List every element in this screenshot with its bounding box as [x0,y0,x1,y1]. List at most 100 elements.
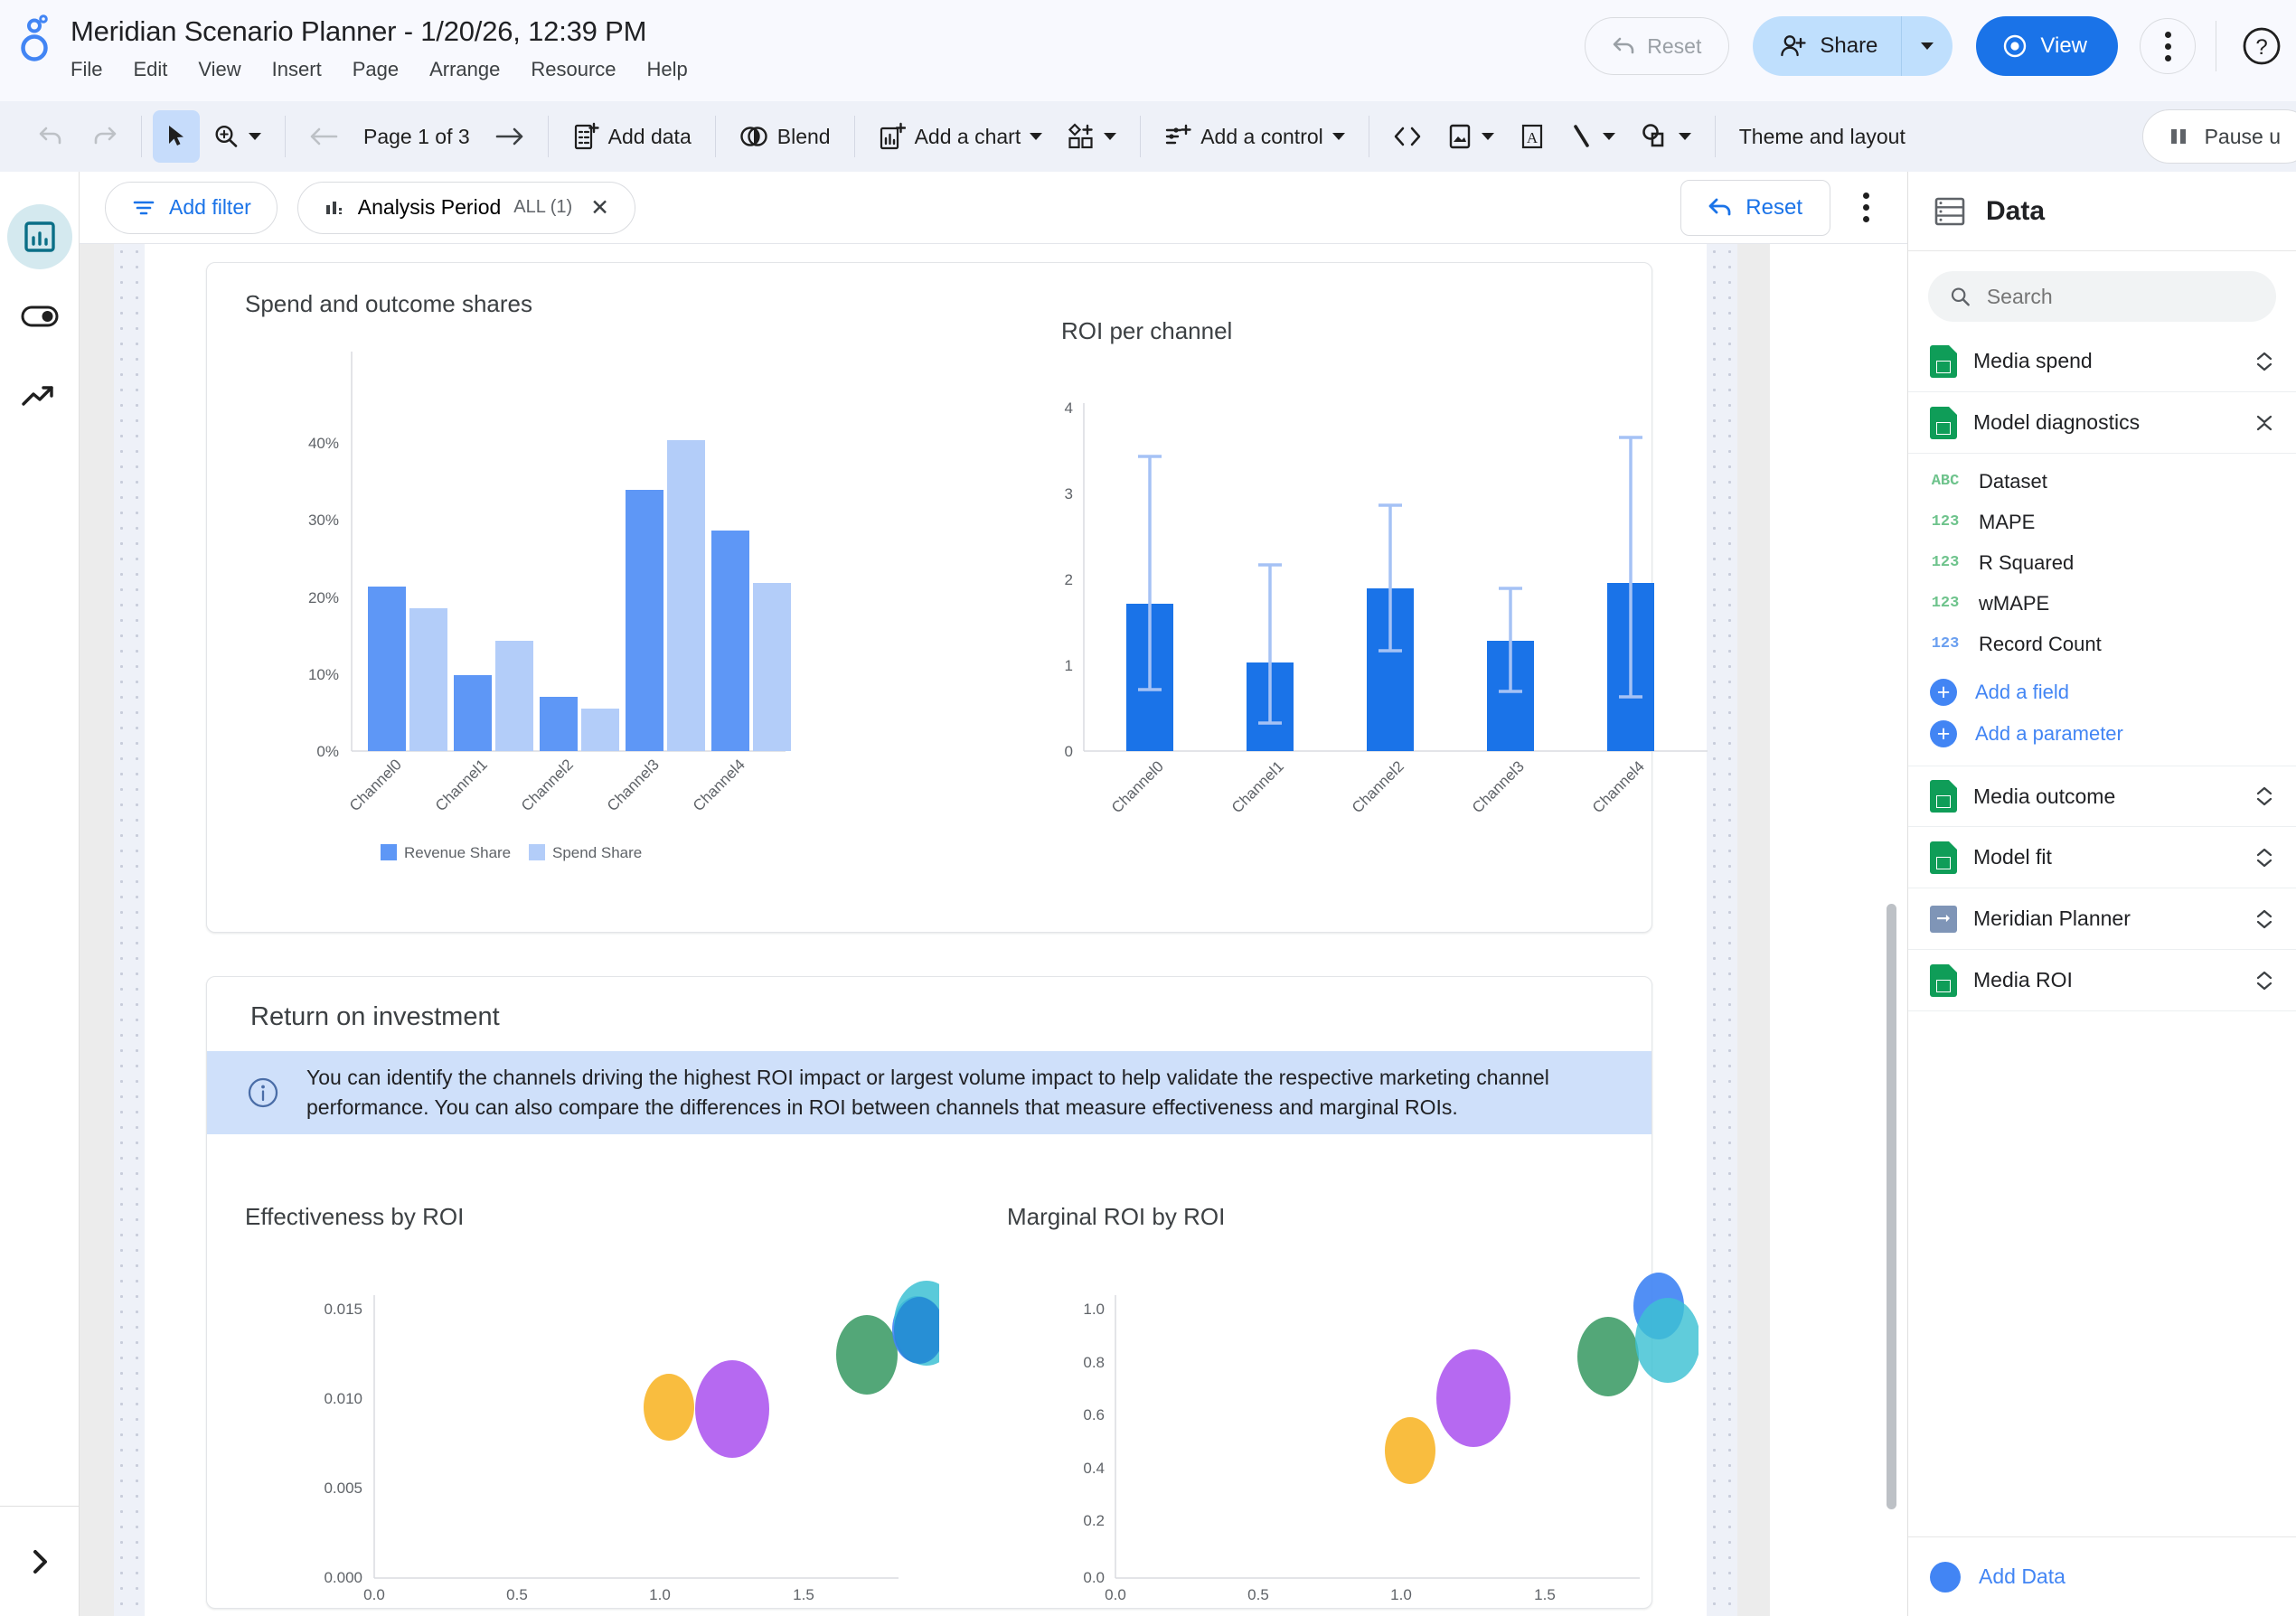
select-tool-button[interactable] [153,110,200,163]
svg-text:0.2: 0.2 [1083,1512,1105,1529]
bubble-channel1 [1385,1417,1435,1484]
return-on-investment-card[interactable]: Return on investment You can identify th… [206,976,1698,1609]
filter-more-options-button[interactable] [1850,193,1882,222]
expand-collapse-icon[interactable] [2254,411,2274,435]
add-control-button[interactable]: Add a control [1152,110,1358,163]
add-parameter-button[interactable]: + Add a parameter [1908,713,2296,755]
add-filter-button[interactable]: Add filter [105,181,278,234]
chart-marginal-roi-by-roi[interactable]: 1.0 0.8 0.6 0.4 0.2 0.0 0.0 0.5 1.0 1.5 [984,1239,1698,1616]
menu-item-view[interactable]: View [198,58,241,80]
menu-item-help[interactable]: Help [646,58,688,80]
info-banner: You can identify the channels driving th… [207,1051,1651,1134]
search-input[interactable] [1986,284,2254,309]
data-search-box[interactable] [1928,271,2276,322]
svg-text:0.5: 0.5 [1247,1586,1269,1603]
svg-text:Spend Share: Spend Share [552,844,642,861]
expand-panel-button[interactable] [0,1506,80,1616]
filter-reset-button[interactable]: Reset [1680,179,1830,236]
field-type-icon: 123 [1931,554,1960,571]
data-source-meridian-planner[interactable]: ➞ Meridian Planner [1908,888,2296,950]
expand-collapse-icon[interactable] [2254,785,2274,808]
eye-icon [2004,34,2027,58]
more-options-button[interactable] [2140,18,2196,74]
next-page-button[interactable] [483,110,537,163]
view-button[interactable]: View [1976,16,2118,76]
chart-spend-outcome-shares[interactable]: 0% 10% 20% 30% 40% Channel0 Channel1 C [225,326,912,914]
data-source-media-spend[interactable]: Media spend [1908,331,2296,392]
field-dataset[interactable]: ABC Dataset [1908,461,2296,502]
menu-item-arrange[interactable]: Arrange [429,58,501,80]
menu-item-edit[interactable]: Edit [133,58,168,80]
canvas-vertical-scrollbar[interactable] [1887,904,1896,1509]
data-source-model-diagnostics[interactable]: Model diagnostics [1908,392,2296,454]
redo-icon [94,127,117,145]
filter-chip-label: Analysis Period [357,195,502,219]
svg-text:Channel1: Channel1 [432,756,491,814]
bubble-channel0 [1577,1317,1639,1396]
theme-layout-button[interactable]: Theme and layout [1727,110,1918,163]
chart-effectiveness-by-roi[interactable]: 0.015 0.010 0.005 0.000 0.0 0.5 1.0 1.5 [225,1239,939,1616]
shape-tool-button[interactable] [1628,110,1704,163]
share-button[interactable]: Share [1753,16,1901,76]
add-field-button[interactable]: + Add a field [1908,672,2296,713]
rail-item-trend[interactable] [7,363,72,428]
insert-image-button[interactable] [1435,110,1507,163]
redo-button[interactable] [78,110,130,163]
field-record-count[interactable]: 123 Record Count [1908,624,2296,664]
line-tool-button[interactable] [1557,110,1628,163]
share-dropdown-button[interactable] [1902,16,1953,76]
close-icon[interactable]: ✕ [590,194,610,221]
svg-text:Channel0: Channel0 [1108,757,1167,816]
rail-item-toggle[interactable] [7,284,72,349]
field-wmape[interactable]: 123 wMAPE [1908,583,2296,624]
previous-page-button[interactable] [296,110,351,163]
page-indicator[interactable]: Page 1 of 3 [351,110,483,163]
chevron-down-icon [249,133,261,140]
reset-button[interactable]: Reset [1585,17,1730,75]
expand-collapse-icon[interactable] [2254,350,2274,373]
chart-title-effectiveness-by-roi: Effectiveness by ROI [245,1203,465,1230]
divider [547,116,549,157]
menu-item-resource[interactable]: Resource [531,58,616,80]
data-icon [1934,197,1965,225]
add-filter-label: Add filter [169,195,251,219]
trending-up-icon [21,386,53,406]
menu-item-insert[interactable]: Insert [271,58,322,80]
menu-bar: File Edit View Insert Page Arrange Resou… [71,57,688,82]
expand-collapse-icon[interactable] [2254,907,2274,931]
blend-button[interactable]: Blend [727,110,843,163]
expand-collapse-icon[interactable] [2254,969,2274,992]
svg-text:Channel2: Channel2 [1349,757,1407,816]
zoom-tool-button[interactable] [200,110,274,163]
data-source-label: Media spend [1973,349,2093,372]
embed-code-button[interactable] [1380,110,1435,163]
add-component-button[interactable] [1055,110,1129,163]
svg-text:Channel4: Channel4 [1589,757,1648,816]
expand-collapse-icon[interactable] [2254,846,2274,869]
data-source-media-roi[interactable]: Media ROI [1908,950,2296,1011]
menu-item-file[interactable]: File [71,58,103,80]
chart-roi-per-channel[interactable]: 0 1 2 3 4 [1021,353,1762,914]
pause-updates-button[interactable]: Pause u [2141,109,2296,164]
svg-text:1.0: 1.0 [1390,1586,1412,1603]
charts-card-top[interactable]: Spend and outcome shares 0% 10% 20% 30% … [206,262,1708,933]
menu-item-page[interactable]: Page [352,58,400,80]
filter-chip-analysis-period[interactable]: Analysis Period ALL (1) ✕ [296,181,636,234]
help-button[interactable]: ? [2236,21,2287,71]
add-data-button[interactable]: Add data [560,110,704,163]
divider [141,116,142,157]
page-title[interactable]: Meridian Scenario Planner - 1/20/26, 12:… [71,15,647,47]
data-source-media-outcome[interactable]: Media outcome [1908,766,2296,827]
add-chart-button[interactable]: Add a chart [866,110,1056,163]
field-mape[interactable]: 123 MAPE [1908,502,2296,542]
text-box-button[interactable]: A [1507,110,1557,163]
app-logo[interactable] [0,0,71,101]
data-source-model-fit[interactable]: Model fit [1908,827,2296,888]
rail-item-charts[interactable] [6,204,72,269]
arrow-right-icon [495,127,522,146]
field-r-squared[interactable]: 123 R Squared [1908,542,2296,583]
add-data-panel-button[interactable]: + Add Data [1908,1536,2296,1616]
field-type-icon: 123 [1931,595,1960,612]
undo-button[interactable] [25,110,78,163]
data-source-label: Model diagnostics [1973,410,2141,434]
